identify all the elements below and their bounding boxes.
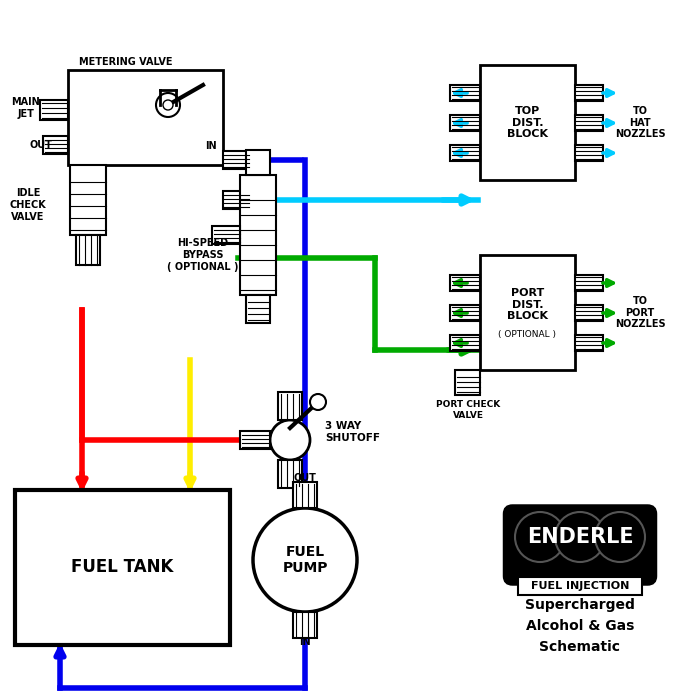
Bar xyxy=(212,226,240,244)
Circle shape xyxy=(253,508,357,612)
Bar xyxy=(450,85,480,101)
Bar xyxy=(240,175,276,295)
Text: FUEL INJECTION: FUEL INJECTION xyxy=(531,581,629,591)
Circle shape xyxy=(156,93,180,117)
Bar xyxy=(246,150,270,175)
Text: FUEL
PUMP: FUEL PUMP xyxy=(282,545,328,575)
Text: METERING VALVE: METERING VALVE xyxy=(78,57,172,67)
Bar xyxy=(480,65,575,180)
Text: IDLE
CHECK
VALVE: IDLE CHECK VALVE xyxy=(10,188,46,222)
Bar xyxy=(43,136,68,154)
Bar xyxy=(450,335,480,351)
Text: HI-SPEED
BYPASS
( OPTIONAL ): HI-SPEED BYPASS ( OPTIONAL ) xyxy=(167,239,239,272)
Bar xyxy=(575,335,603,351)
FancyBboxPatch shape xyxy=(505,506,655,584)
Circle shape xyxy=(310,394,326,410)
Bar xyxy=(575,275,603,291)
Text: OUT: OUT xyxy=(30,140,53,150)
Bar xyxy=(40,100,68,120)
Bar xyxy=(70,165,106,235)
Bar xyxy=(15,490,230,645)
Bar xyxy=(450,115,480,131)
Bar xyxy=(480,255,575,370)
Text: ENDERLE: ENDERLE xyxy=(526,527,634,547)
Circle shape xyxy=(555,512,605,562)
Bar xyxy=(223,191,251,209)
Bar xyxy=(450,275,480,291)
Bar xyxy=(450,305,480,321)
Bar xyxy=(575,115,603,131)
Text: PORT CHECK
VALVE: PORT CHECK VALVE xyxy=(436,400,500,420)
Text: PORT
DIST.
BLOCK: PORT DIST. BLOCK xyxy=(507,288,548,321)
Text: MAIN
JET: MAIN JET xyxy=(12,97,41,119)
Text: TOP
DIST.
BLOCK: TOP DIST. BLOCK xyxy=(507,106,548,139)
Bar xyxy=(76,235,100,265)
Text: FUEL TANK: FUEL TANK xyxy=(71,559,174,577)
Circle shape xyxy=(163,100,173,110)
Bar xyxy=(278,392,302,420)
Bar xyxy=(293,612,317,638)
Bar xyxy=(246,295,270,323)
Bar xyxy=(68,70,223,165)
Text: Supercharged
Alcohol & Gas
Schematic: Supercharged Alcohol & Gas Schematic xyxy=(525,598,635,654)
Text: TO
PORT
NOZZLES: TO PORT NOZZLES xyxy=(615,296,665,329)
Bar xyxy=(575,85,603,101)
Circle shape xyxy=(270,420,310,460)
Bar xyxy=(223,151,251,169)
Bar xyxy=(293,482,317,508)
Bar xyxy=(240,431,270,449)
Text: 3 WAY
SHUTOFF: 3 WAY SHUTOFF xyxy=(325,421,380,443)
Text: IN: IN xyxy=(205,141,217,151)
Bar xyxy=(575,145,603,161)
Bar xyxy=(455,370,480,395)
Bar xyxy=(278,460,302,488)
Circle shape xyxy=(515,512,565,562)
Bar xyxy=(575,305,603,321)
Text: OUT: OUT xyxy=(293,473,316,483)
Bar xyxy=(450,145,480,161)
Text: TO
HAT
NOZZLES: TO HAT NOZZLES xyxy=(615,106,665,139)
Text: IN: IN xyxy=(299,637,311,647)
Circle shape xyxy=(595,512,645,562)
Text: ( OPTIONAL ): ( OPTIONAL ) xyxy=(498,330,556,339)
Bar xyxy=(518,577,642,595)
